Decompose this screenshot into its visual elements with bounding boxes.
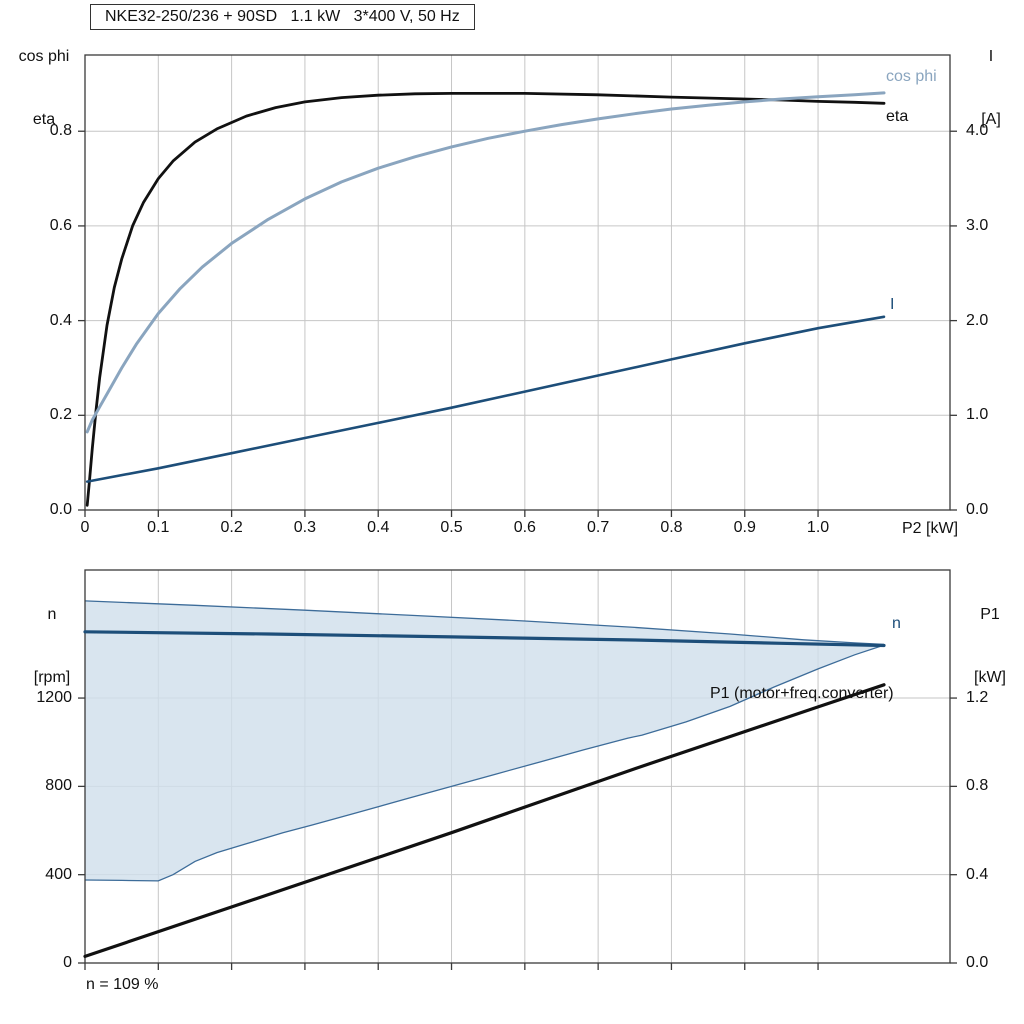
- plot-frame: [84, 54, 951, 511]
- tick-label: 0: [63, 954, 72, 971]
- tick-label: 0.9: [733, 519, 756, 536]
- bottom-left-axis-label: n [rpm]: [16, 562, 88, 730]
- top-left-axis-label: cos phi eta: [6, 4, 82, 172]
- band-lower-boundary: [84, 644, 885, 882]
- axis-label-current-unit: [A]: [981, 111, 1001, 128]
- tick-label: 0.1: [147, 519, 170, 536]
- tick-label: 0.4: [966, 865, 989, 883]
- series-cos-phi: [85, 91, 886, 434]
- axis-label-cos-phi: cos phi: [18, 48, 70, 65]
- tick-label: 0.6: [49, 216, 72, 234]
- speed-range-band: [85, 600, 884, 881]
- tick-label: 800: [45, 777, 72, 795]
- axis-label-speed: n: [47, 606, 57, 623]
- tick-label: 400: [45, 865, 72, 883]
- tick-label: 0.2: [220, 519, 243, 536]
- curve-label-eta: eta: [886, 108, 909, 125]
- tick-label: 2.0: [966, 311, 989, 329]
- tick-label: 1200: [36, 689, 72, 707]
- bottom-right-axis-label: P1 [kW]: [960, 562, 1020, 730]
- tick-label: 3.0: [966, 216, 989, 234]
- curve-label-p1: P1 (motor+freq.converter): [710, 685, 894, 702]
- axis-label-eta: eta: [32, 111, 56, 128]
- tick-label: 0.4: [49, 311, 72, 329]
- tick-label: 0.0: [49, 501, 72, 518]
- tick-label: 0.6: [513, 519, 536, 536]
- tick-label: 1.0: [806, 519, 830, 536]
- tick-label: 0.2: [49, 406, 72, 424]
- chart-title: NKE32-250/236 + 90SD 1.1 kW 3*400 V, 50 …: [90, 4, 475, 30]
- tick-label: 0.7: [587, 519, 610, 536]
- tick-label: 0: [80, 519, 90, 536]
- axis-label-current: I: [988, 48, 994, 65]
- series-eta: [85, 92, 886, 507]
- tick-label: 0.0: [966, 501, 989, 518]
- band-upper-boundary: [84, 600, 885, 646]
- curve-label-cos-phi: cos phi: [886, 68, 937, 85]
- tick-label: 0.0: [966, 954, 989, 971]
- top-right-axis-label: I [A]: [965, 4, 1017, 172]
- x-axis-label-p2: P2 [kW]: [902, 520, 959, 537]
- tick-label: 1.0: [966, 406, 989, 424]
- axis-label-speed-unit: [rpm]: [33, 669, 71, 686]
- axis-label-p1-unit: [kW]: [974, 669, 1006, 686]
- tick-label: 0.5: [440, 519, 463, 536]
- axis-label-p1: P1: [980, 606, 1000, 623]
- tick-label: 1.2: [966, 689, 989, 707]
- curve-label-speed: n: [892, 615, 901, 632]
- series-i: [85, 315, 886, 483]
- series-n: [83, 630, 886, 648]
- plot-frame: [84, 569, 951, 964]
- tick-label: 4.0: [966, 122, 989, 140]
- tick-label: 0.8: [966, 777, 989, 795]
- series-p1-motor-freq-converter-: [83, 683, 886, 959]
- curve-label-current: I: [890, 296, 895, 313]
- footnote-speed-percent: n = 109 %: [86, 976, 159, 993]
- tick-label: 0.8: [49, 122, 72, 140]
- tick-label: 0.8: [660, 519, 683, 536]
- tick-label: 0.4: [367, 519, 390, 536]
- tick-label: 0.3: [293, 519, 317, 536]
